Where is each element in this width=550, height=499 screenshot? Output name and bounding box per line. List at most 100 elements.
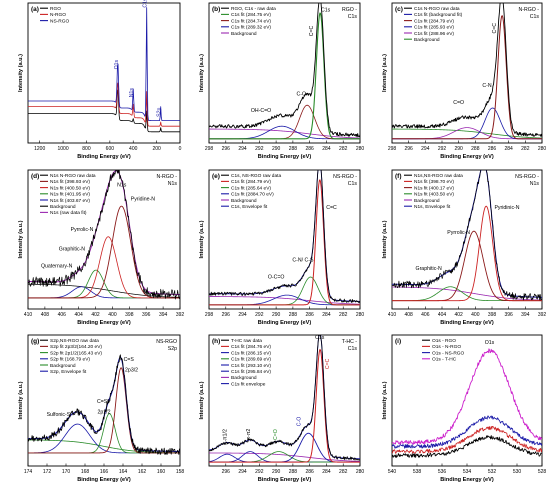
x-tick-label: 280: [356, 469, 365, 475]
panel-h: 296 294 292 290 288 286 284 282 280 Binding Energ…: [199, 334, 365, 483]
legend-entry: C1s fit (2884.70 eV): [231, 192, 274, 198]
legend-entry: C1s fit (285.93 eV): [414, 25, 454, 31]
series-line-1: [28, 82, 180, 127]
x-tick-label: 200: [152, 146, 161, 152]
x-tick-label: 288: [289, 312, 298, 318]
x-axis-label: Binding Energy (eV): [440, 320, 494, 326]
panel-i: 540 538 536 534 532 530 528 Binding Energy (eV)…: [382, 334, 546, 483]
corner-label: S2p: [168, 346, 177, 352]
x-tick-label: 1200: [34, 146, 45, 152]
peak-annotation: O-C=O: [268, 274, 285, 280]
series-line-0: [392, 128, 542, 139]
peak-annotation: 2p3/2: [125, 368, 138, 374]
corner-label: C1s: [348, 181, 358, 187]
legend-entry: C1s, NS-RGO raw data: [231, 173, 281, 179]
x-tick-label: 396: [504, 312, 513, 318]
x-tick-label: 402: [91, 312, 100, 318]
x-tick-label: 280: [356, 312, 365, 318]
x-tick-label: 0: [179, 146, 182, 152]
legend-entry: Background: [414, 198, 440, 204]
panel-f: 410 408 406 404 402 400 398 396 394 392 Binding En…: [382, 169, 547, 326]
series-line-0: [28, 283, 180, 298]
x-tick-label: 280: [356, 146, 365, 152]
x-tick-label: 290: [454, 146, 463, 152]
x-tick-label: 286: [305, 146, 314, 152]
series-group: [209, 3, 360, 140]
x-axis-label: Binding Energy (eV): [258, 154, 312, 160]
x-tick-label: 290: [272, 146, 281, 152]
x-tick-label: 1000: [58, 146, 69, 152]
legend-entry: S2p, Envelope fit: [50, 369, 87, 375]
x-tick-label: 288: [289, 146, 298, 152]
x-tick-label: 284: [504, 146, 513, 152]
corner-label: RGO -: [342, 7, 357, 13]
x-tick-label: 286: [305, 469, 314, 475]
x-tick-label: 410: [24, 312, 33, 318]
legend-entry: N1s,NS-RGO raw data: [414, 173, 463, 179]
peak-annotation: Pyridinic-N: [494, 205, 519, 211]
x-tick-label: 292: [255, 146, 264, 152]
legend-entry: N1s, Envelope fit: [414, 204, 451, 210]
x-tick-label: 532: [488, 469, 497, 475]
legend-entry: C1s fit (284.75 eV): [231, 12, 271, 18]
series-line-3: [392, 205, 542, 302]
series-group: [209, 170, 360, 306]
corner-label: C1s: [530, 14, 540, 20]
legend-entry: C1s fit (289.69 eV): [231, 357, 271, 363]
series-line-0: [209, 296, 360, 305]
y-axis-label: Intensity (a.u.): [199, 381, 205, 419]
x-tick-label: 406: [421, 312, 430, 318]
legend-entry: O1s - NS-RGO: [432, 350, 465, 356]
peak-annotation: Sulfonic-S: [47, 412, 71, 418]
panel-g: 174 172 170 168 166 164 162 160 158 Binding Energ…: [18, 334, 184, 483]
series-group: [392, 348, 542, 458]
x-tick-label: 530: [513, 469, 522, 475]
x-axis-label: Binding Energy (eV): [77, 320, 131, 326]
corner-label: NS-RGO -: [515, 174, 539, 180]
legend-entry: O1s - N-RGO: [432, 344, 461, 350]
panel-label: (d): [31, 173, 39, 180]
legend-entry: C1s N-RGO raw data: [414, 6, 460, 12]
panel-e: 298 296 294 292 290 288 286 284 282 280 Binding En…: [199, 169, 365, 326]
x-tick-label: 400: [471, 312, 480, 318]
x-tick-label: 392: [538, 312, 547, 318]
corner-label: N-RGO -: [157, 174, 178, 180]
peak-annotation: N1s: [129, 88, 135, 98]
peak-annotation: C-N: [482, 83, 491, 89]
x-tick-label: 168: [81, 469, 90, 475]
x-tick-label: 294: [238, 312, 247, 318]
legend-entry: RGO: [50, 6, 61, 12]
x-tick-label: 288: [289, 469, 298, 475]
legend-entry: O1s - RGO: [432, 338, 456, 344]
x-tick-label: 394: [521, 312, 530, 318]
series-line-0: [209, 452, 360, 462]
x-tick-label: 398: [125, 312, 134, 318]
x-tick-label: 396: [142, 312, 151, 318]
legend-entry: Background: [50, 204, 76, 210]
legend-entry: S2p,NS-RGO raw data: [50, 338, 99, 344]
series-group: [28, 354, 180, 455]
x-tick-label: 172: [43, 469, 52, 475]
x-tick-label: 284: [322, 469, 331, 475]
x-tick-label: 294: [421, 146, 430, 152]
series-group: [209, 335, 360, 463]
legend-entry: N1s fit (403.67 eV): [50, 198, 90, 204]
x-tick-label: 284: [322, 146, 331, 152]
x-tick-label: 166: [100, 469, 109, 475]
plot-frame: [391, 2, 543, 144]
x-axis-label: Binding Energy (eV): [440, 154, 494, 160]
peak-annotation: Graphitic-N: [59, 247, 85, 253]
legend-entry: C1s fit (286.15 eV): [231, 350, 271, 356]
x-tick-label: 298: [205, 312, 214, 318]
legend-entry: N1s fit (400.50 eV): [50, 185, 90, 191]
plot-frame: [208, 2, 361, 144]
peak-annotation: C-O: [297, 91, 307, 97]
y-axis-label: Intensity (a.u.): [18, 220, 24, 258]
peak-annotation: 2p1/2: [98, 410, 111, 416]
plot-frame: [391, 334, 543, 467]
x-axis-label: Binding Energy (eV): [258, 477, 312, 483]
corner-label: C1s: [348, 346, 358, 352]
legend-entry: Background: [231, 198, 257, 204]
